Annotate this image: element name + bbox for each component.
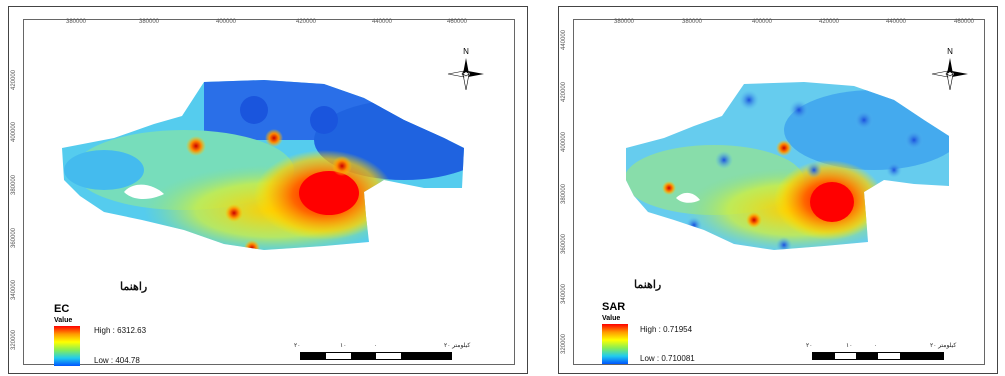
y-tick: 340000 [561,283,567,304]
y-tick: 340000 [11,279,17,300]
legend-value-label: Value [602,315,621,322]
scale-label: ۲۰ [294,343,301,349]
x-tick: 440000 [371,19,393,25]
map-panel-ec: 380000 380000 400000 420000 440000 46000… [8,6,528,374]
x-tick: 380000 [65,19,87,25]
scale-bar [812,352,944,360]
x-tick: 400000 [751,19,773,25]
x-tick: 380000 [138,19,160,25]
color-ramp [602,324,628,364]
legend-low-label: Low : 0.710081 [640,354,695,363]
scale-label: ۲۰ کیلومتر [930,343,957,349]
legend-variable: SAR [602,301,626,313]
y-tick: 380000 [11,174,17,195]
y-tick: 380000 [561,183,567,204]
ec-raster-map [62,80,464,250]
y-tick: 440000 [561,29,567,50]
scale-bar [300,352,452,360]
scale-label: ۱۰ [340,343,347,349]
x-tick: 420000 [295,19,317,25]
y-tick: 420000 [11,69,17,90]
legend-variable: EC [54,303,70,315]
scale-label: ۰ [374,343,378,349]
x-tick: 380000 [613,19,635,25]
y-tick: 360000 [11,227,17,248]
y-tick: 320000 [561,333,567,354]
compass-rose-icon: N [931,47,968,91]
scale-label: ۲۰ کیلومتر [444,343,471,349]
legend-high-label: High : 0.71954 [640,325,693,334]
sar-raster-map [626,82,949,250]
x-tick: 440000 [885,19,907,25]
legend-value-label: Value [54,317,73,324]
color-ramp [54,326,80,366]
compass-rose-icon: N [447,47,484,91]
map-frame: 380000 380000 400000 420000 440000 46000… [561,19,985,365]
x-tick: 460000 [446,19,468,25]
y-tick: 400000 [561,131,567,152]
y-tick: 360000 [561,233,567,254]
scale-label: ۲۰ [806,343,813,349]
north-arrow: N [444,46,488,98]
x-tick: 400000 [215,19,237,25]
y-tick: 400000 [11,121,17,142]
north-letter: N [947,47,953,56]
north-letter: N [463,47,469,56]
x-tick: 380000 [681,19,703,25]
legend-low-label: Low : 404.78 [94,356,140,365]
north-arrow: N [928,46,972,98]
scale-label: ۱۰ [846,343,853,349]
y-tick: 420000 [561,81,567,102]
map-frame: 380000 380000 400000 420000 440000 46000… [11,19,515,366]
legend-title: راهنما [120,281,148,293]
scale-label: ۰ [874,343,878,349]
map-panel-sar: 380000 380000 400000 420000 440000 46000… [558,6,998,374]
x-tick: 460000 [953,19,975,25]
x-tick: 420000 [818,19,840,25]
y-tick: 320000 [11,329,17,350]
legend-title: راهنما [634,279,662,291]
legend-high-label: High : 6312.63 [94,326,147,335]
